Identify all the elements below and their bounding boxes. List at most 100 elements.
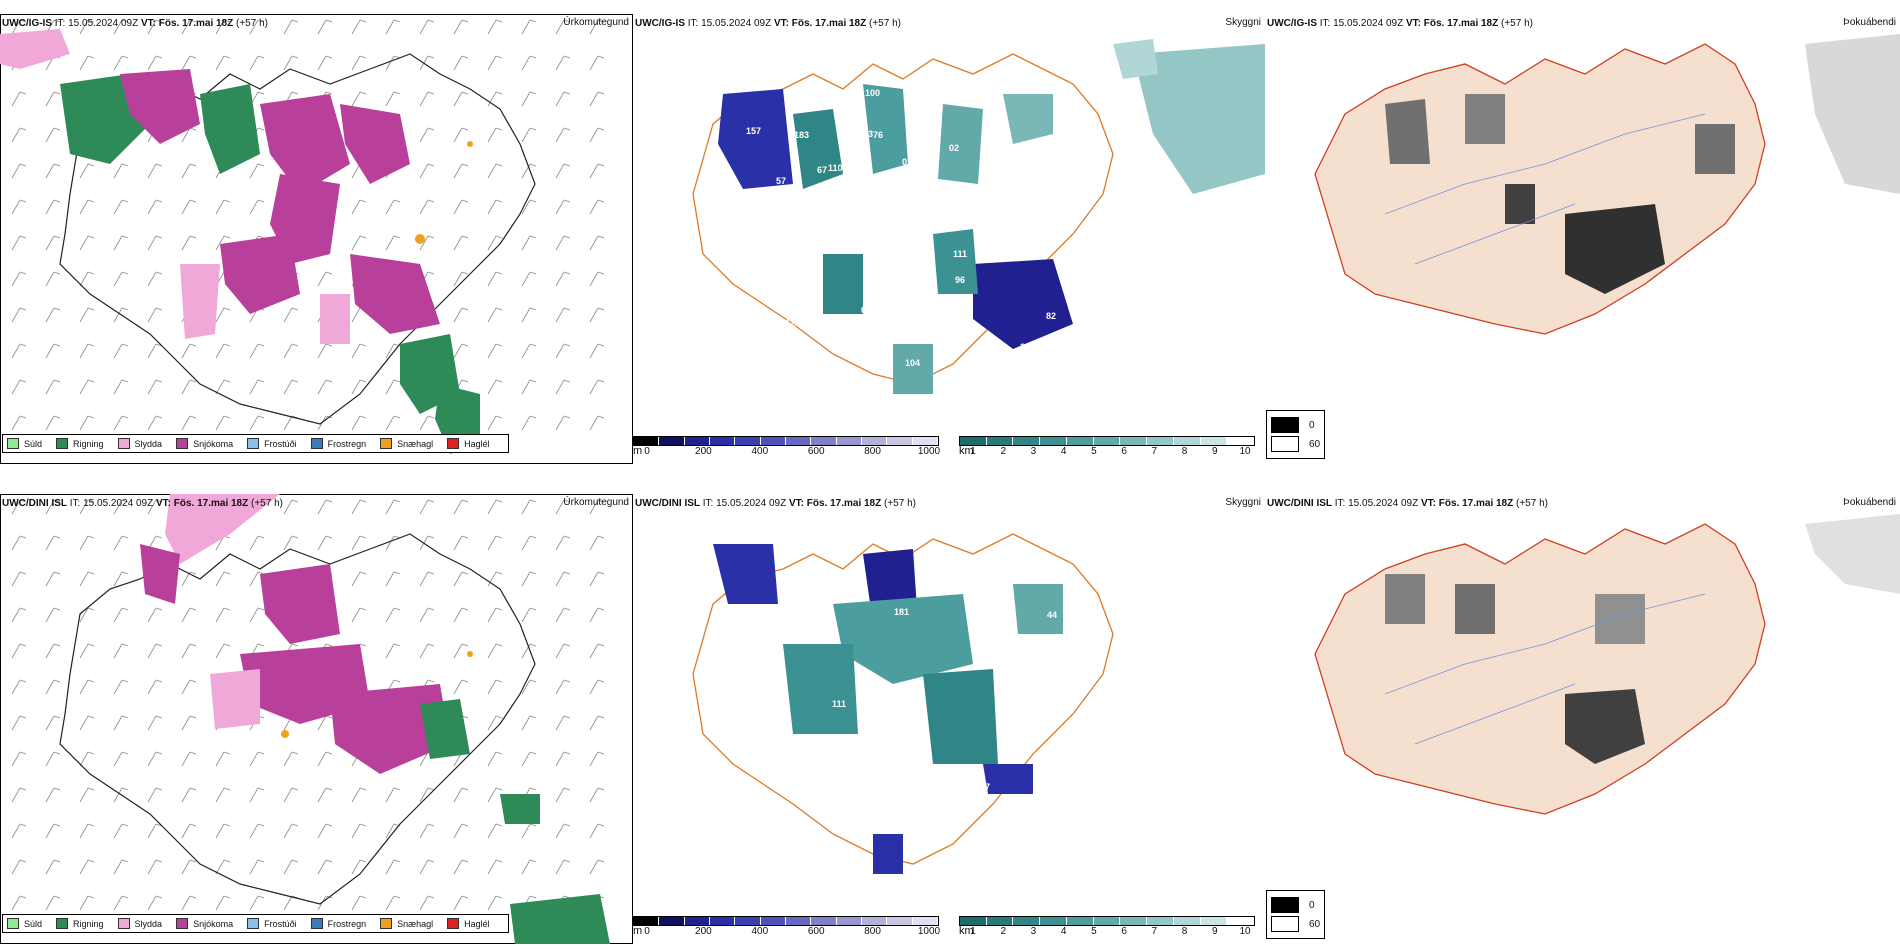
wind-barb xyxy=(521,679,537,695)
wind-barb xyxy=(487,823,503,839)
colorbar-tick: 7 xyxy=(1151,446,1158,457)
wind-barb xyxy=(249,895,265,911)
ceiling-label: 110 xyxy=(828,163,843,173)
wind-barb xyxy=(555,19,571,35)
colorbar-unit: m xyxy=(633,925,643,937)
wind-barb xyxy=(555,271,571,287)
lead-time: (+57 h) xyxy=(1501,18,1533,29)
colorbar-cell xyxy=(836,917,862,925)
wind-barb xyxy=(351,19,367,35)
ceiling-label: 02 xyxy=(949,143,959,153)
panel-title: UWC/IG-IS IT: 15.05.2024 09Z VT: Fös. 17… xyxy=(635,18,901,29)
wind-barb xyxy=(589,307,605,323)
precip-panel-top: UWC/IG-IS IT: 15.05.2024 09Z VT: Fös. 17… xyxy=(0,14,633,464)
wind-barb xyxy=(181,55,197,71)
wind-barb xyxy=(45,163,61,179)
legend-swatch xyxy=(380,438,393,449)
wind-barb xyxy=(487,643,503,659)
fog-legend-row: 60 xyxy=(1271,436,1320,452)
wind-barb xyxy=(11,307,27,323)
wind-barb xyxy=(453,19,469,35)
wind-barb xyxy=(215,787,231,803)
wind-barb xyxy=(79,307,95,323)
wind-barb xyxy=(45,715,61,731)
wind-barb xyxy=(317,271,333,287)
wind-barb xyxy=(521,715,537,731)
it-label: IT: xyxy=(1319,18,1331,29)
colorbar-cell xyxy=(811,437,837,445)
ceiling-label: 94 xyxy=(853,221,863,231)
wind-barb xyxy=(215,343,231,359)
wind-barb xyxy=(317,499,333,515)
wind-barb xyxy=(487,571,503,587)
wind-barb xyxy=(453,307,469,323)
colorbar-cell xyxy=(960,437,987,445)
legend-item: Haglél xyxy=(447,438,490,449)
wind-barb xyxy=(419,235,435,251)
ceiling-label: 97 xyxy=(980,782,990,792)
wind-barb xyxy=(113,343,129,359)
colorbar-cell xyxy=(785,437,812,445)
wind-barb xyxy=(283,307,299,323)
wind-barb xyxy=(385,379,401,395)
ceiling-label: 839 xyxy=(759,819,774,829)
wind-barb xyxy=(45,643,61,659)
it-value: 15.05.2024 09Z xyxy=(701,18,772,29)
wind-barb xyxy=(249,343,265,359)
vt-label: VT: xyxy=(1405,18,1421,29)
wind-barb xyxy=(419,859,435,875)
wind-barb xyxy=(453,127,469,143)
colorbar-km: 1 2 3 4 5 6 7 8 9 10 km xyxy=(959,916,1255,938)
wind-barb xyxy=(79,751,95,767)
wind-barb xyxy=(45,499,61,515)
iceland-outline xyxy=(59,533,536,905)
wind-barb xyxy=(419,199,435,215)
wind-barb xyxy=(555,715,571,731)
wind-barb xyxy=(147,499,163,515)
wind-barb xyxy=(113,163,129,179)
wind-barb xyxy=(589,235,605,251)
wind-barb xyxy=(555,343,571,359)
colorbar-cell xyxy=(634,917,660,925)
ceiling-label: 103 xyxy=(842,777,857,787)
wind-barb xyxy=(453,271,469,287)
fog-label: 0 xyxy=(1309,899,1315,911)
vt-label: VT: xyxy=(788,498,804,509)
colorbar-cell xyxy=(735,917,761,925)
wind-barb xyxy=(11,535,27,551)
legend-swatch xyxy=(447,918,460,929)
wind-barb xyxy=(181,643,197,659)
wind-barb xyxy=(79,55,95,71)
wind-barb xyxy=(589,163,605,179)
wind-barb xyxy=(45,535,61,551)
wind-barb xyxy=(45,343,61,359)
wind-barb xyxy=(317,55,333,71)
wind-barb xyxy=(79,715,95,731)
wind-barb xyxy=(453,607,469,623)
colorbar-tick: 9 xyxy=(1211,446,1218,457)
legend-item: Rigning xyxy=(56,438,104,449)
panel-title: UWC/IG-IS IT: 15.05.2024 09Z VT: Fös. 17… xyxy=(1267,18,1533,29)
wind-barb xyxy=(181,163,197,179)
colorbar-cell xyxy=(1040,917,1067,925)
vt-label: VT: xyxy=(1420,498,1436,509)
wind-barb xyxy=(555,643,571,659)
wind-barb xyxy=(181,607,197,623)
wind-barb xyxy=(555,127,571,143)
fog-swatch xyxy=(1271,916,1299,932)
wind-barb xyxy=(453,535,469,551)
wind-barb xyxy=(351,415,367,431)
model-name: UWC/IG-IS xyxy=(1267,18,1317,29)
legend-swatch xyxy=(247,438,260,449)
wind-barb xyxy=(11,415,27,431)
wind-barb xyxy=(385,859,401,875)
colorbar-cell xyxy=(1066,437,1094,445)
wind-barb xyxy=(147,679,163,695)
ceiling-label: 96 xyxy=(955,275,965,285)
it-value: 15.05.2024 09Z xyxy=(1348,498,1419,509)
panel-title: UWC/IG-IS IT: 15.05.2024 09Z VT: Fös. 17… xyxy=(2,18,268,29)
wind-barb xyxy=(45,271,61,287)
colorbar-cell xyxy=(887,437,913,445)
fog-blobs-top xyxy=(1385,34,1900,294)
vt-value: Fös. 17.mai 18Z xyxy=(1438,498,1514,509)
